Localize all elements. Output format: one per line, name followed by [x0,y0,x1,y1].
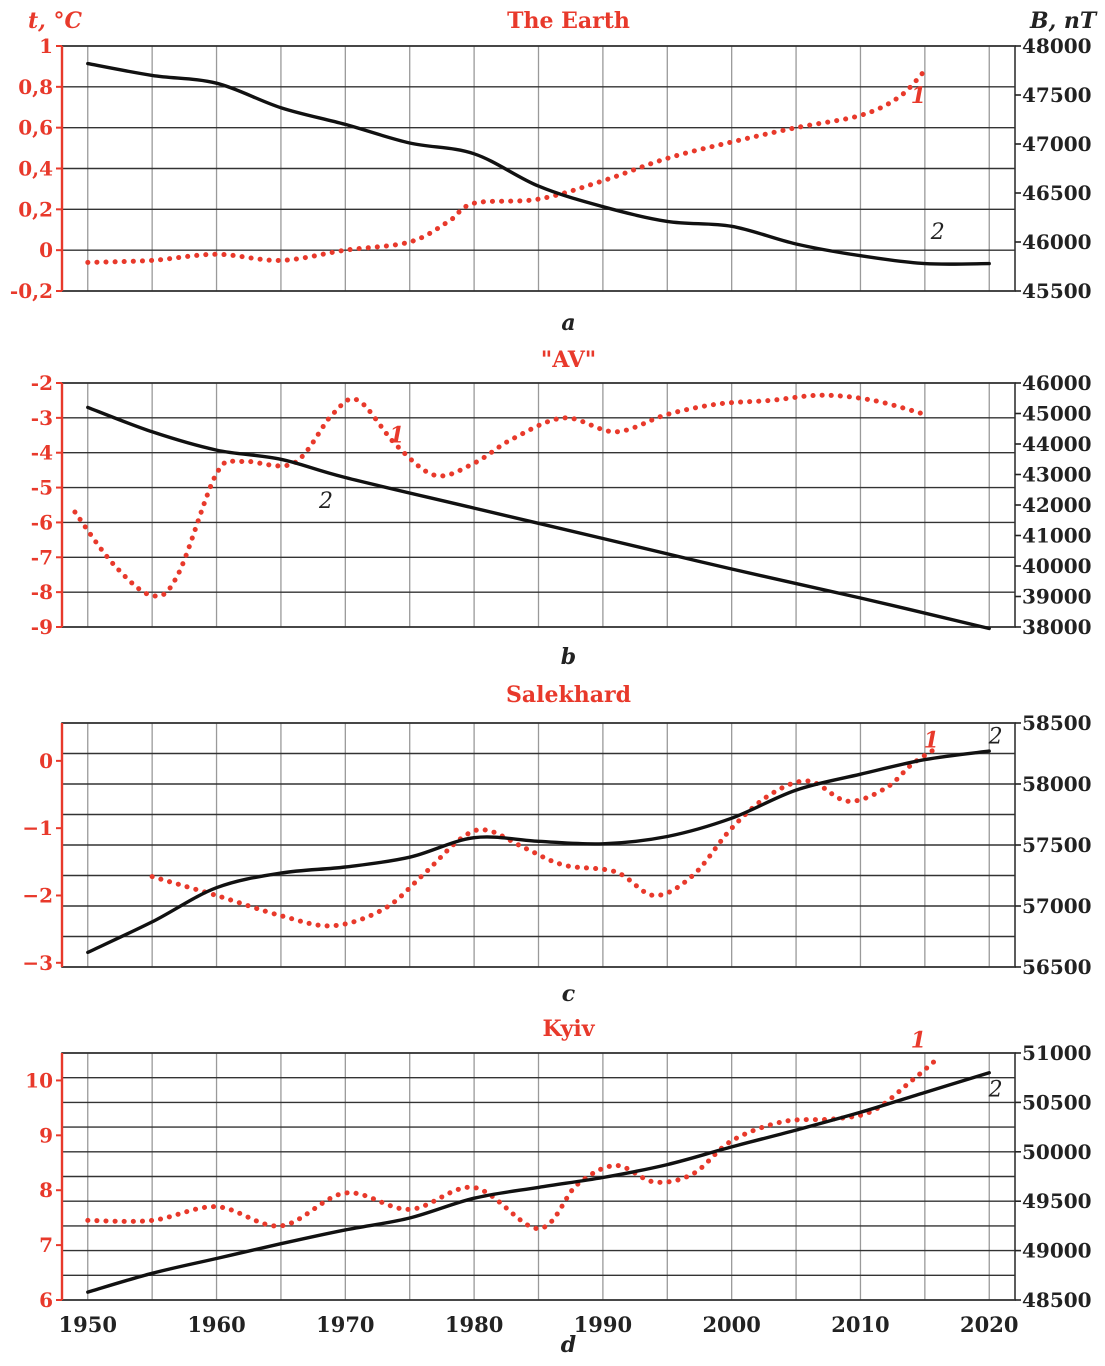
series-line-temperature [149,744,941,929]
series-label-temperature: 1 [924,727,939,753]
left-tick-label: -9 [31,615,53,639]
right-tick-label: 40000 [1022,554,1092,578]
x-tick-label: 2010 [831,1312,889,1337]
panel-2: -2 -3 -4 -5 -6 -7 -8 -9 46000 45000 44000 43000 4200… [31,347,1092,670]
series-label-temperature: 1 [389,422,404,448]
right-tick-label: 51000 [1022,1041,1092,1065]
right-tick-label: 58500 [1022,711,1092,735]
x-tick-label: 1960 [187,1312,245,1337]
panel-caption: a [561,310,575,336]
right-tick-label: 47500 [1022,83,1092,107]
right-tick-label: 57000 [1022,894,1092,918]
left-tick-label: 0 [39,238,53,262]
series-label-magnetic: 2 [318,489,333,514]
left-tick-label: -4 [31,441,53,465]
right-tick-label: 57500 [1022,833,1092,857]
panel-caption: b [561,644,576,670]
panel-caption: d [561,1332,576,1358]
b-axis-label: B, nT [1029,8,1098,34]
x-tick-label: 1950 [59,1312,117,1337]
panel-4: 10 9 8 7 6 51000 50500 50000 49500 49000 48500 Kyiv… [25,1016,1091,1358]
left-tick-label: 1 [39,34,53,58]
right-tick-label: 46000 [1022,230,1092,254]
right-tick-label: 49500 [1022,1189,1092,1213]
series-label-magnetic: 2 [930,220,945,245]
series-label-magnetic: 2 [988,725,1003,750]
chart-title: Salekhard [506,682,631,708]
series-line-magnetic [86,1071,991,1294]
series-line-magnetic [86,749,991,955]
chart-title: The Earth [507,8,630,34]
left-tick-label: −1 [22,816,53,840]
right-tick-label: 38000 [1022,615,1092,639]
right-tick-label: 45000 [1022,402,1092,426]
series-label-temperature: 1 [911,1028,926,1054]
right-tick-label: 43000 [1022,463,1092,487]
panel-1: 1 0,8 0,6 0,4 0,2 0 -0,2 48000 47500 47000 46500 46… [10,8,1092,336]
left-tick-label: 10 [25,1068,53,1092]
x-tick-label: 1980 [445,1312,503,1337]
left-tick-label: -8 [31,580,53,604]
left-tick-label: -5 [31,476,53,500]
series-line-temperature [85,68,928,265]
left-tick-label: -0,2 [10,279,53,303]
x-tick-label: 1990 [574,1312,632,1337]
left-tick-label: 0,2 [18,197,53,221]
left-tick-label: 0,6 [18,116,53,140]
right-tick-label: 46500 [1022,181,1092,205]
left-tick-label: 9 [39,1123,53,1147]
series-line-temperature [85,1056,941,1232]
panel-3: 0 −1 −2 −3 58500 58000 57500 57000 56500 Salekhar… [22,682,1091,1007]
right-tick-label: 48000 [1022,34,1092,58]
right-tick-label: 50500 [1022,1090,1092,1114]
left-tick-label: 0,8 [18,75,53,99]
left-tick-label: -2 [31,371,53,395]
series-line-temperature [72,392,928,599]
t-axis-label: t, °C [28,8,82,34]
right-tick-label: 58000 [1022,772,1092,796]
right-tick-label: 41000 [1022,524,1092,548]
left-tick-label: −3 [22,951,53,975]
left-tick-label: 6 [39,1288,53,1312]
series-label-temperature: 1 [911,83,926,109]
chart-title: "AV" [541,347,596,373]
right-tick-label: 42000 [1022,493,1092,517]
right-tick-label: 48500 [1022,1288,1092,1312]
right-tick-label: 50000 [1022,1140,1092,1164]
left-tick-label: 0,4 [18,157,53,181]
x-tick-label: 2000 [702,1312,760,1337]
left-tick-label: 0 [39,749,53,773]
right-tick-label: 56500 [1022,955,1092,979]
right-tick-label: 45500 [1022,279,1092,303]
left-tick-label: -6 [31,510,53,534]
right-tick-label: 47000 [1022,132,1092,156]
left-tick-label: 8 [39,1178,53,1202]
right-tick-label: 46000 [1022,371,1092,395]
left-tick-label: 7 [39,1233,53,1257]
right-tick-label: 49000 [1022,1239,1092,1263]
panel-caption: c [562,981,576,1007]
left-tick-label: -7 [31,545,53,569]
left-tick-label: −2 [22,883,53,907]
series-label-magnetic: 2 [988,1077,1003,1102]
series-line-magnetic [86,405,991,631]
right-tick-label: 44000 [1022,432,1092,456]
left-tick-label: -3 [31,406,53,430]
x-tick-label: 1970 [316,1312,374,1337]
x-tick-label: 2020 [960,1312,1018,1337]
series-line-magnetic [86,61,991,266]
right-tick-label: 39000 [1022,585,1092,609]
chart-title: Kyiv [542,1016,595,1042]
